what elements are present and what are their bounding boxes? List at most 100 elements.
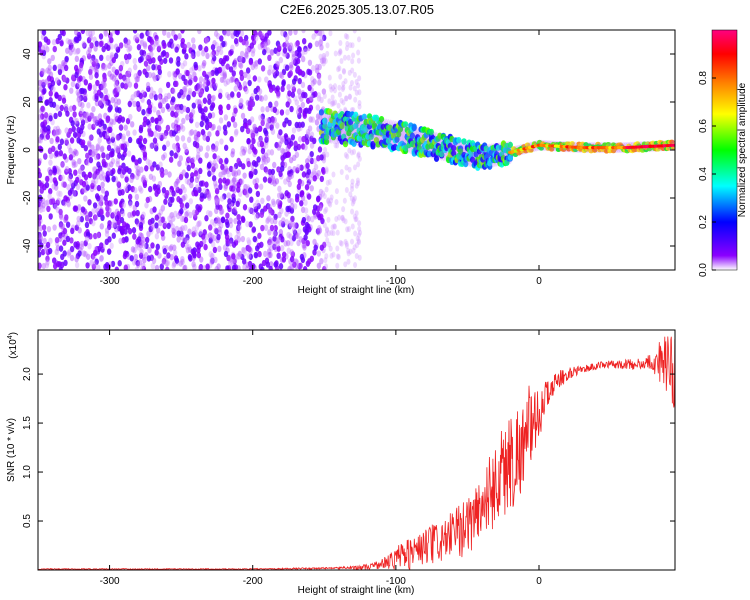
- noise-cell: [191, 209, 197, 216]
- noise-cell: [223, 182, 229, 190]
- noise-cell: [103, 64, 108, 71]
- noise-cell: [91, 172, 96, 180]
- noise-cell: [76, 80, 82, 88]
- noise-cell: [85, 214, 90, 221]
- noise-cell: [264, 167, 270, 175]
- noise-cell: [187, 155, 192, 163]
- noise-fade-cell: [338, 40, 343, 47]
- noise-cell: [57, 68, 63, 76]
- noise-cell: [207, 194, 212, 201]
- noise-cell: [76, 96, 81, 103]
- noise-cell: [141, 262, 146, 269]
- noise-cell: [57, 128, 62, 135]
- noise-cell: [143, 60, 149, 67]
- noise-cell: [215, 203, 220, 210]
- noise-fade-cell: [345, 40, 350, 47]
- noise-fade-cell: [346, 54, 351, 61]
- noise-fade-cell: [348, 94, 353, 101]
- noise-cell: [116, 147, 121, 154]
- noise-cell: [180, 135, 186, 142]
- noise-fade-cell: [356, 82, 361, 89]
- noise-cell: [205, 117, 210, 125]
- noise-cell: [280, 165, 285, 172]
- noise-cell: [80, 30, 86, 35]
- noise-cell: [240, 235, 246, 243]
- noise-fade-cell: [334, 215, 339, 222]
- noise-cell: [254, 206, 259, 213]
- noise-cell: [272, 218, 278, 225]
- noise-cell: [68, 147, 73, 154]
- noise-fade-cell: [354, 210, 359, 217]
- noise-fade-cell: [334, 188, 339, 195]
- colorbar-tick-label: 0.8: [698, 71, 709, 85]
- noise-cell: [244, 122, 249, 130]
- noise-cell: [307, 42, 313, 49]
- noise-cell: [153, 130, 158, 138]
- noise-cell: [182, 60, 188, 67]
- noise-cell: [319, 175, 325, 183]
- noise-cell: [286, 151, 291, 158]
- trace-cell: [348, 118, 354, 126]
- noise-fade-cell: [343, 95, 348, 102]
- noise-cell: [281, 68, 287, 76]
- noise-cell: [95, 232, 101, 239]
- noise-cell: [265, 39, 271, 46]
- noise-cell: [293, 140, 298, 147]
- noise-cell: [139, 248, 144, 256]
- noise-fade-cell: [347, 147, 352, 154]
- noise-cell: [169, 150, 174, 157]
- noise-fade-cell: [338, 73, 343, 80]
- noise-cell: [40, 105, 45, 112]
- noise-cell: [133, 253, 139, 261]
- noise-cell: [121, 135, 126, 143]
- noise-cell: [144, 202, 149, 209]
- noise-cell: [41, 205, 46, 213]
- noise-cell: [92, 121, 98, 128]
- noise-fade-cell: [346, 258, 351, 265]
- noise-cell: [273, 230, 278, 237]
- noise-cell: [286, 42, 291, 50]
- noise-cell: [224, 55, 230, 62]
- noise-cell: [93, 232, 98, 240]
- noise-cell: [180, 125, 186, 132]
- noise-cell: [291, 78, 297, 85]
- noise-cell: [246, 160, 251, 168]
- noise-cell: [312, 78, 317, 85]
- noise-cell: [236, 224, 241, 232]
- noise-cell: [221, 40, 226, 48]
- noise-cell: [138, 124, 144, 132]
- noise-cell: [307, 155, 312, 162]
- noise-cell: [287, 180, 292, 188]
- noise-cell: [312, 170, 317, 177]
- noise-fade-cell: [348, 84, 353, 91]
- noise-cell: [317, 146, 323, 153]
- noise-cell: [93, 45, 98, 52]
- snr-background: [38, 330, 675, 570]
- noise-cell: [51, 85, 56, 93]
- noise-cell: [176, 236, 181, 243]
- noise-cell: [101, 62, 106, 70]
- noise-cell: [215, 130, 220, 137]
- noise-cell: [90, 57, 95, 65]
- noise-fade-cell: [326, 197, 331, 204]
- noise-cell: [170, 223, 176, 230]
- noise-cell: [51, 183, 56, 190]
- noise-cell: [94, 40, 99, 47]
- noise-cell: [45, 259, 50, 266]
- noise-cell: [132, 30, 138, 34]
- noise-fade-cell: [337, 50, 342, 57]
- noise-cell: [173, 111, 179, 118]
- noise-cell: [173, 145, 178, 152]
- noise-cell: [272, 241, 277, 248]
- noise-cell: [95, 79, 100, 87]
- noise-cell: [231, 177, 237, 184]
- noise-fade-cell: [324, 206, 329, 213]
- noise-fade-cell: [344, 242, 349, 249]
- noise-cell: [175, 116, 180, 124]
- noise-cell: [301, 91, 306, 99]
- noise-cell: [111, 211, 117, 218]
- noise-cell: [115, 145, 121, 153]
- noise-cell: [312, 175, 317, 182]
- noise-cell: [113, 87, 118, 94]
- noise-cell: [244, 52, 249, 60]
